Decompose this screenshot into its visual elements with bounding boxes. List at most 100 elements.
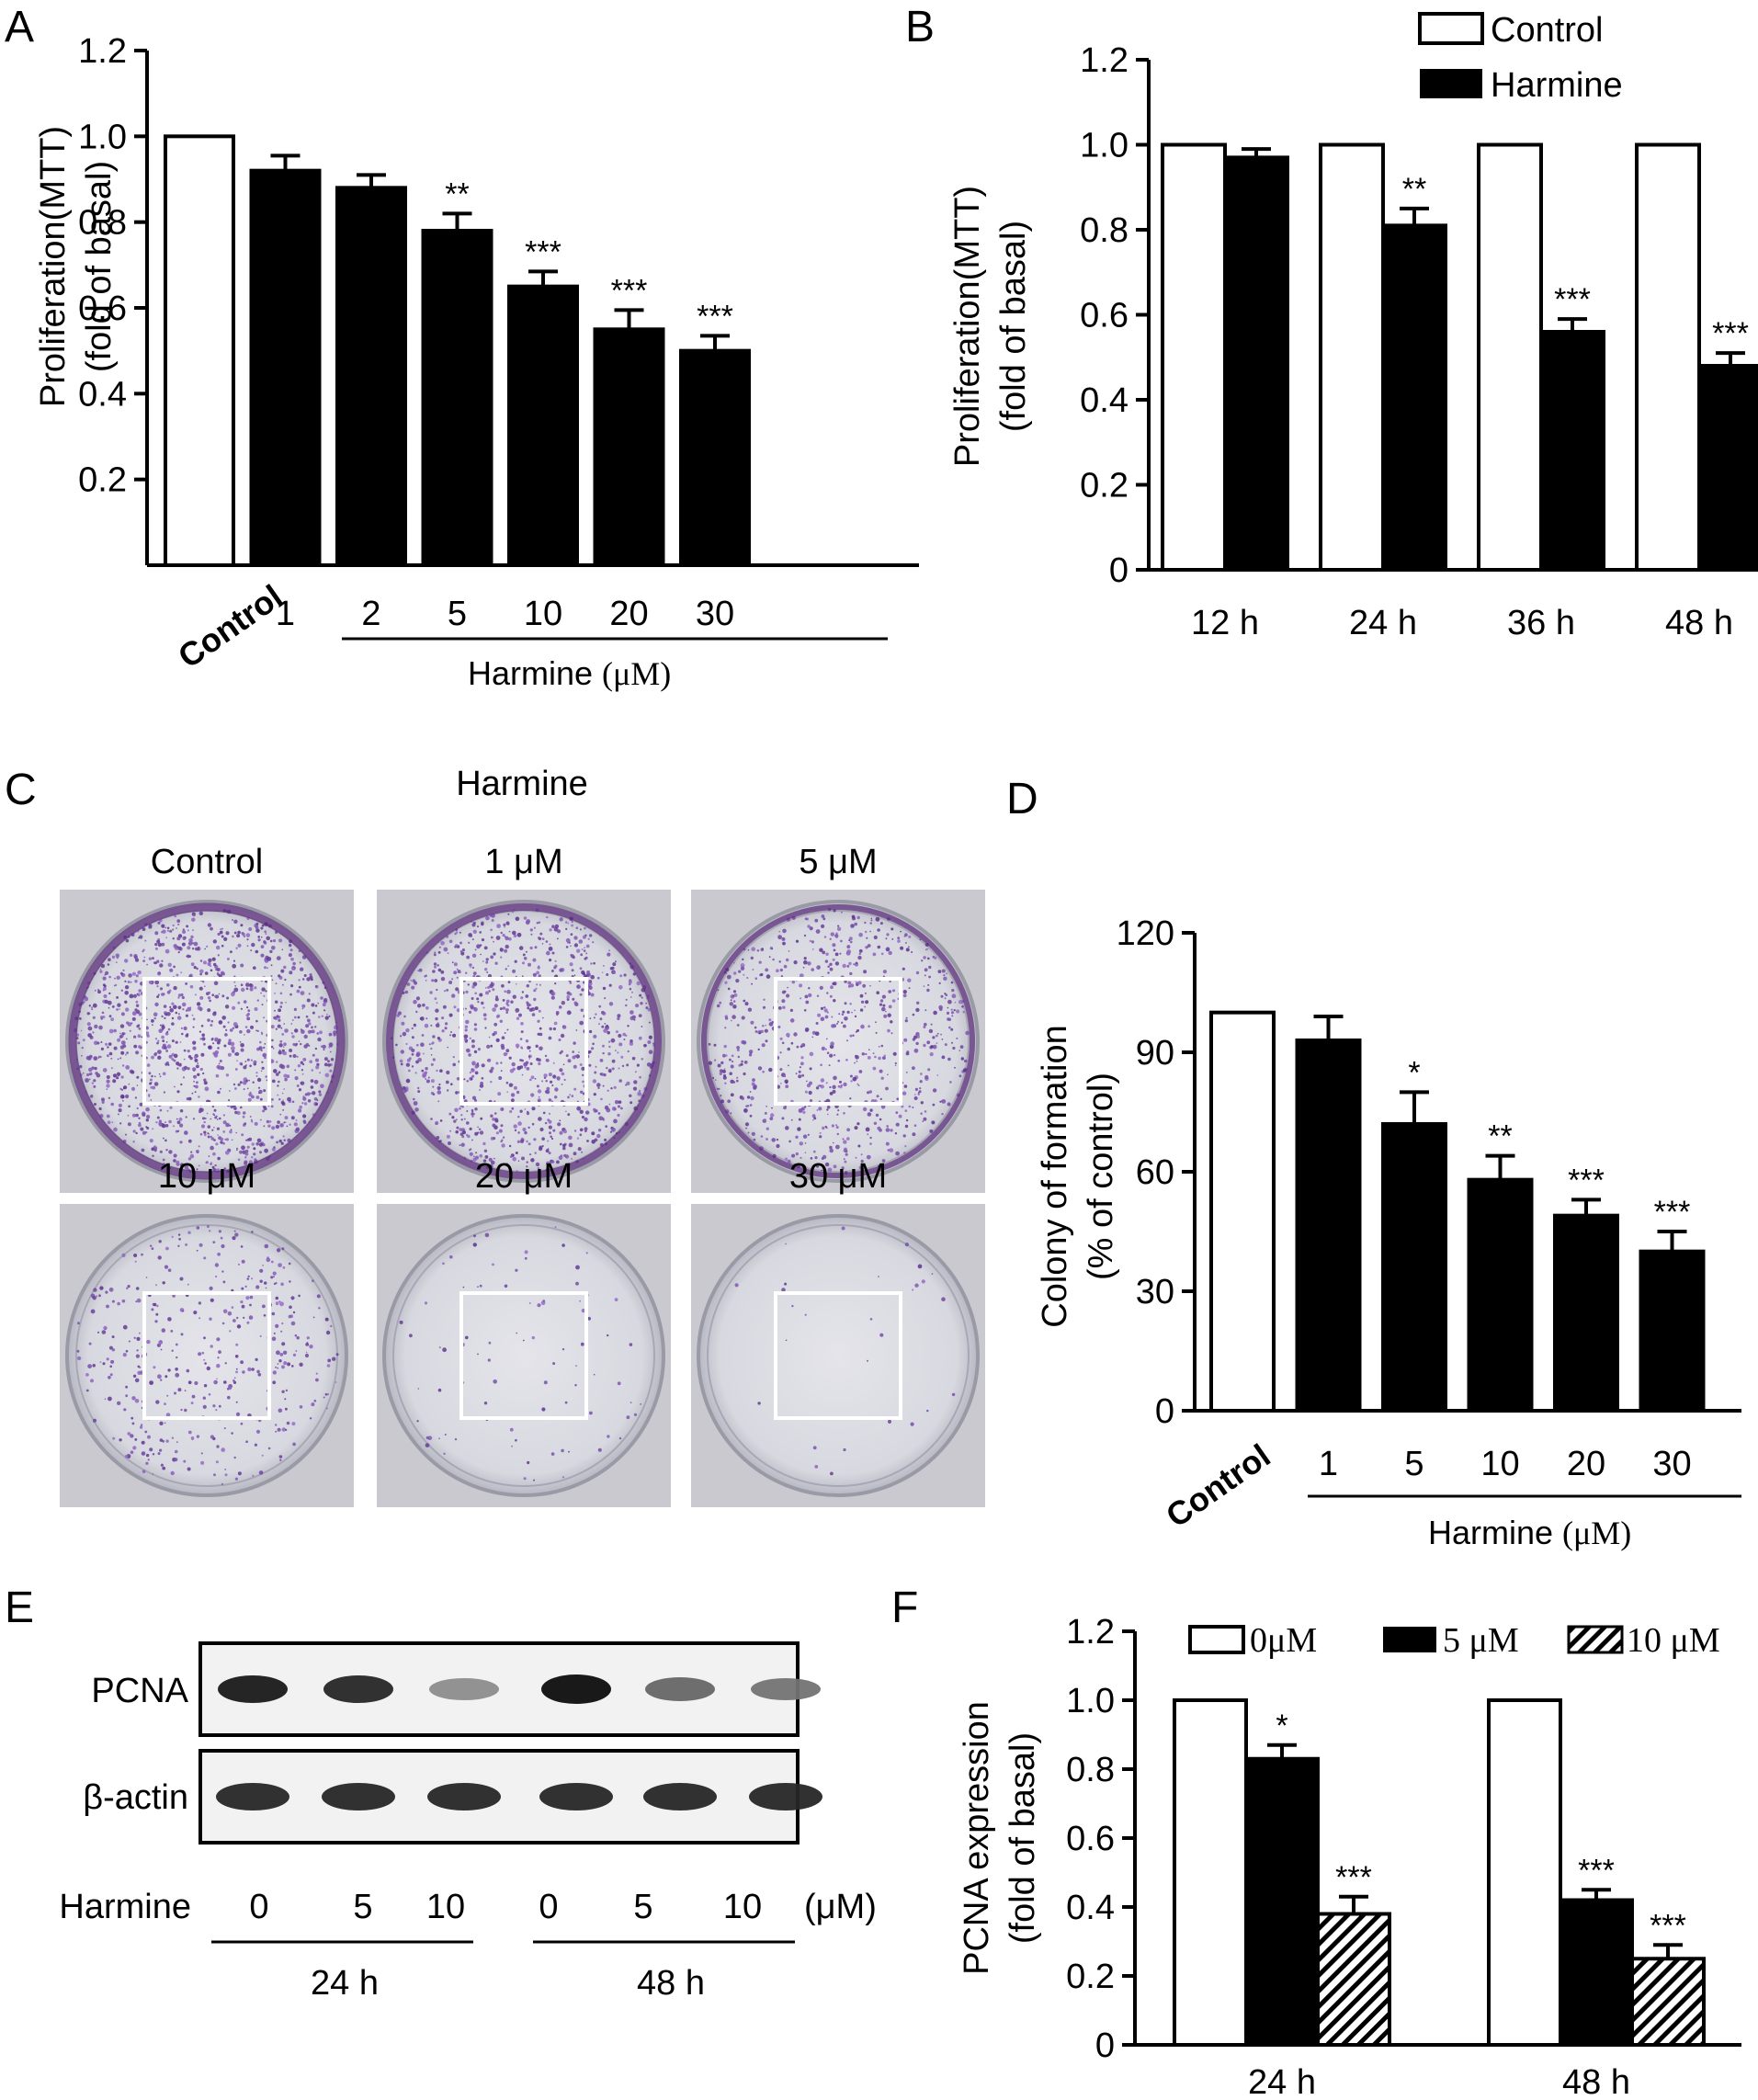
colony-dot <box>505 968 507 971</box>
colony-dot <box>301 1069 304 1072</box>
colony-dot <box>471 1115 474 1118</box>
colony-dot <box>296 989 301 993</box>
colony-dot <box>579 1128 584 1132</box>
colony-dot <box>506 1091 508 1093</box>
colony-dot <box>749 1051 752 1055</box>
colony-dot <box>490 928 493 932</box>
colony-dot <box>911 951 913 953</box>
colony-dot <box>185 982 188 985</box>
colony-dot <box>511 1098 515 1103</box>
colony-dot <box>531 1013 536 1016</box>
colony-dot <box>277 1427 281 1432</box>
colony-dot <box>233 919 238 924</box>
colony-dot <box>119 1122 122 1125</box>
colony-dot <box>125 938 130 943</box>
colony-dot <box>951 993 957 999</box>
colony-dot <box>470 966 471 969</box>
colony-dot <box>445 1080 449 1084</box>
colony-dot <box>481 938 485 942</box>
colony-dot <box>91 1008 94 1011</box>
colony-dot <box>814 1156 818 1160</box>
colony-dot <box>787 986 788 989</box>
colony-dot <box>554 924 560 929</box>
colony-dot <box>167 1317 172 1322</box>
colony-dot <box>879 1069 883 1073</box>
colony-dot <box>904 942 907 944</box>
colony-dot <box>312 1053 315 1057</box>
colony-dot <box>760 1029 764 1034</box>
colony-dot <box>726 974 732 980</box>
colony-dot <box>171 1002 175 1005</box>
colony-dot <box>902 1134 906 1138</box>
colony-dot <box>133 1044 138 1049</box>
colony-dot <box>559 1119 561 1122</box>
colony-dot <box>437 1100 440 1103</box>
colony-dot <box>212 939 217 944</box>
colony-dot <box>281 948 284 950</box>
colony-dot <box>512 930 516 936</box>
colony-dot <box>243 1088 245 1091</box>
chart-b-ytick-label-1: 0.2 <box>1080 467 1129 505</box>
colony-dot <box>804 1152 807 1154</box>
colony-dot <box>474 1131 479 1136</box>
colony-dot <box>598 1023 600 1025</box>
chart-b-bar-2-1 <box>1539 330 1605 572</box>
colony-dot <box>894 1064 897 1067</box>
colony-dot <box>816 965 821 970</box>
colony-dot <box>77 1041 81 1045</box>
colony-dot <box>285 1407 288 1411</box>
colony-dot <box>158 1240 162 1243</box>
colony-dot <box>516 982 517 985</box>
colony-dot <box>864 921 867 925</box>
colony-dot <box>890 1129 893 1132</box>
colony-dot <box>124 1455 129 1459</box>
colony-dot <box>751 1131 755 1136</box>
colony-dot <box>161 1025 165 1030</box>
colony-dot <box>272 1380 277 1385</box>
colony-dot <box>157 1039 160 1043</box>
colony-dot <box>214 1164 217 1167</box>
colony-dot <box>958 1050 961 1051</box>
colony-dot <box>515 1438 517 1442</box>
colony-dot <box>551 1084 554 1086</box>
colony-dot <box>528 1050 531 1052</box>
colony-dot <box>820 1063 822 1067</box>
colony-dot <box>221 1243 225 1249</box>
colony-dot <box>629 987 632 991</box>
colony-dot <box>233 1022 238 1027</box>
colony-dot <box>482 1141 486 1146</box>
colony-dot <box>237 930 241 935</box>
colony-dot <box>405 1062 411 1067</box>
colony-dot <box>526 1161 528 1164</box>
colony-dot <box>151 1019 154 1023</box>
colony-dot <box>278 1080 280 1084</box>
colony-dot <box>837 925 840 927</box>
colony-dot <box>313 1079 319 1084</box>
colony-dot <box>263 1125 266 1128</box>
colony-dot <box>420 1016 425 1021</box>
colony-dot <box>198 1164 200 1167</box>
colony-dot <box>424 1301 428 1305</box>
colony-dot <box>110 1067 113 1070</box>
colony-dot <box>203 1358 206 1361</box>
colony-dot <box>245 1440 248 1443</box>
colony-dot <box>320 1084 324 1088</box>
colony-dot <box>167 1027 171 1031</box>
colony-dot <box>799 973 804 978</box>
colony-dot <box>521 1156 525 1161</box>
colony-dot <box>753 1084 757 1089</box>
colony-dot <box>781 1288 786 1292</box>
colony-dot <box>641 996 643 999</box>
chart-f-ytick-label-4: 0.8 <box>1066 1751 1115 1789</box>
colony-dot <box>482 960 484 962</box>
colony-dot <box>812 1150 816 1153</box>
colony-dot <box>175 1372 180 1378</box>
colony-dot <box>468 941 471 944</box>
colony-dot <box>310 1085 314 1089</box>
colony-dot <box>410 980 413 982</box>
colony-dot <box>169 1106 173 1109</box>
colony-dot <box>192 1118 196 1120</box>
colony-dot <box>125 1007 130 1012</box>
colony-dot <box>124 980 127 982</box>
colony-dot <box>260 945 265 948</box>
